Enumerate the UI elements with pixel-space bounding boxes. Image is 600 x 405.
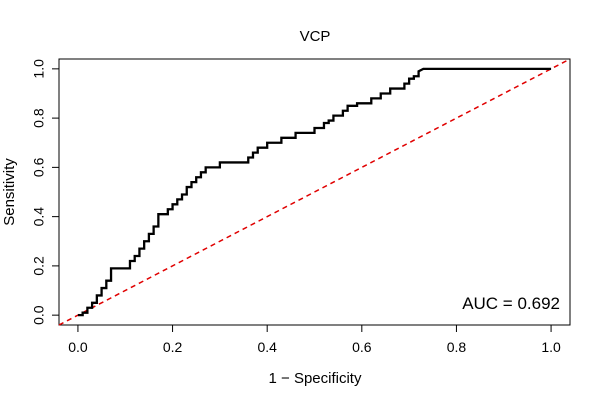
x-tick-label: 1.0 bbox=[541, 339, 561, 355]
auc-annotation: AUC = 0.692 bbox=[462, 294, 560, 313]
x-tick-label: 0.4 bbox=[257, 339, 277, 355]
x-axis: 0.0 0.2 0.4 0.6 0.8 1.0 bbox=[68, 324, 561, 355]
series-layer bbox=[58, 58, 571, 326]
x-tick-label: 0.2 bbox=[163, 339, 183, 355]
y-tick-label: 0.2 bbox=[31, 256, 47, 276]
y-axis: 0.0 0.2 0.4 0.6 0.8 1.0 bbox=[31, 59, 60, 325]
y-tick-label: 0.0 bbox=[31, 305, 47, 325]
x-tick-label: 0.6 bbox=[352, 339, 372, 355]
y-axis-title: Sensitivity bbox=[1, 158, 18, 226]
y-tick-label: 0.4 bbox=[31, 207, 47, 227]
roc-curve-line bbox=[77, 67, 552, 317]
x-axis-title: 1 − Specificity bbox=[269, 370, 362, 387]
x-tick-label: 0.8 bbox=[447, 339, 467, 355]
reference-diagonal-line bbox=[58, 58, 571, 326]
chart-title: VCP bbox=[300, 28, 331, 45]
y-tick-label: 1.0 bbox=[31, 59, 47, 79]
x-tick-label: 0.0 bbox=[68, 339, 88, 355]
y-tick-label: 0.8 bbox=[31, 108, 47, 128]
y-tick-label: 0.6 bbox=[31, 157, 47, 177]
